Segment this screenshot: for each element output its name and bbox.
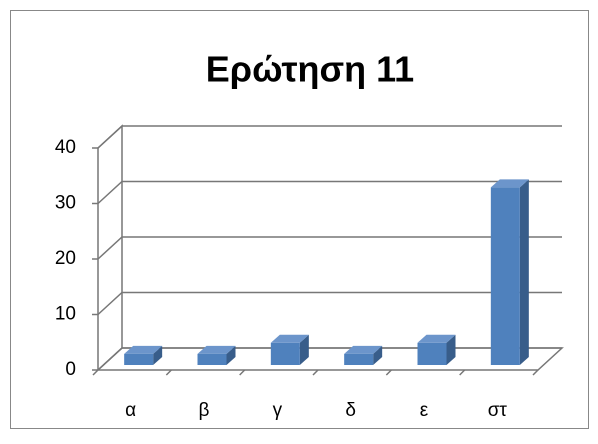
bar — [197, 353, 227, 365]
x-tick-label: στ — [488, 400, 508, 421]
bar-side — [153, 345, 163, 365]
bar-top — [124, 345, 163, 354]
x-tick — [165, 369, 172, 376]
x-tick — [459, 369, 466, 376]
bar-side — [519, 179, 529, 365]
x-tick-label: β — [199, 400, 210, 421]
grid-line — [97, 291, 562, 316]
x-tick — [312, 369, 319, 376]
bar — [417, 342, 447, 365]
bar — [490, 187, 520, 365]
x-tick — [239, 369, 246, 376]
bar — [344, 353, 374, 365]
y-tick-label: 30 — [55, 193, 76, 214]
bar-top — [417, 334, 456, 343]
grid-line — [97, 125, 562, 149]
bar — [270, 342, 300, 365]
x-tick-label: α — [125, 400, 136, 421]
y-tick-label: 20 — [55, 248, 76, 269]
x-tick — [385, 369, 392, 376]
bar-side — [226, 345, 236, 365]
x-tick-label: ε — [420, 400, 429, 421]
bar-side — [299, 334, 309, 365]
grid-line — [97, 180, 562, 205]
grid-line — [97, 236, 562, 260]
grid-line — [97, 347, 562, 371]
y-tick-label: 40 — [55, 137, 76, 158]
y-tick-label: 0 — [65, 359, 76, 380]
y-tick-label: 10 — [55, 304, 76, 325]
x-tick-label: δ — [345, 400, 356, 421]
x-tick — [532, 369, 539, 376]
x-tick-label: γ — [273, 400, 283, 421]
x-tick — [92, 369, 99, 376]
bar-top — [344, 345, 383, 354]
bar-top — [490, 179, 529, 188]
chart-title: Ερώτηση 11 — [206, 49, 414, 90]
bar-side — [373, 345, 383, 365]
bar-top — [197, 345, 236, 354]
bar-side — [446, 334, 456, 365]
bar-top — [270, 334, 309, 343]
bar — [124, 353, 154, 365]
